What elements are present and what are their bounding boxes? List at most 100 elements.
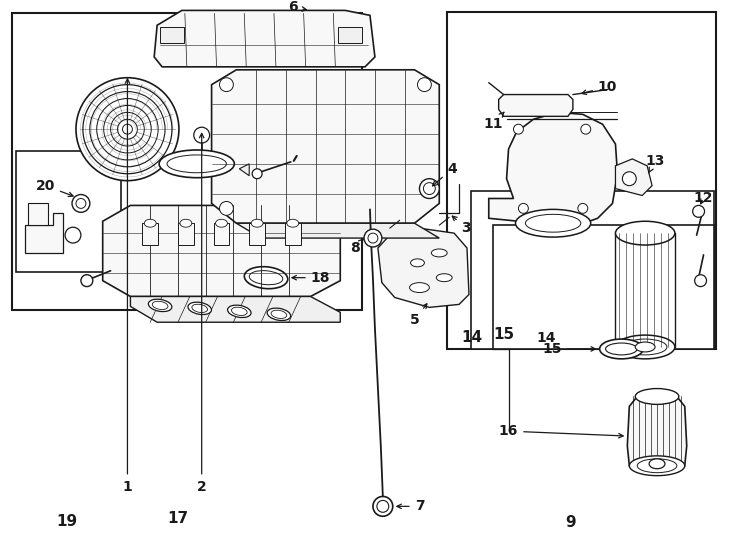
Bar [142,223,158,245]
Bar [178,223,194,245]
Circle shape [219,201,233,215]
Polygon shape [236,223,439,238]
Text: 3: 3 [452,216,470,235]
Polygon shape [26,213,63,253]
Text: 17: 17 [167,511,189,526]
Circle shape [76,199,86,208]
Polygon shape [378,228,469,307]
Circle shape [622,172,636,186]
Bar [616,233,675,347]
Bar [338,27,362,43]
Ellipse shape [623,339,667,355]
Text: 18: 18 [292,271,330,285]
Circle shape [76,78,179,181]
Circle shape [364,229,382,247]
Circle shape [97,98,158,160]
Circle shape [194,127,210,143]
Ellipse shape [148,299,172,312]
Circle shape [72,194,90,212]
Circle shape [418,78,432,92]
Ellipse shape [616,221,675,245]
Polygon shape [628,396,687,466]
Circle shape [514,124,523,134]
Text: 20: 20 [35,179,73,197]
Circle shape [693,205,705,217]
Ellipse shape [629,456,685,476]
Bar [285,223,301,245]
Polygon shape [239,164,250,176]
Polygon shape [489,112,617,225]
Text: 1: 1 [123,79,132,494]
Circle shape [123,124,132,134]
Text: 4: 4 [432,162,457,186]
Text: 14: 14 [537,331,556,345]
Ellipse shape [637,459,677,472]
Ellipse shape [145,219,156,227]
Text: 15: 15 [493,327,514,342]
Ellipse shape [228,305,251,318]
Circle shape [252,169,262,179]
Circle shape [581,124,591,134]
Text: 9: 9 [565,515,575,530]
Ellipse shape [410,259,424,267]
Ellipse shape [267,308,291,321]
Polygon shape [131,296,341,322]
Circle shape [368,233,378,243]
Ellipse shape [271,310,287,319]
Bar [15,151,120,272]
Circle shape [419,179,439,199]
Circle shape [578,204,588,213]
Ellipse shape [287,219,299,227]
Ellipse shape [192,304,208,313]
Ellipse shape [635,342,655,352]
Circle shape [111,112,145,146]
Circle shape [424,183,435,194]
Circle shape [81,275,92,287]
Bar [493,225,714,349]
Circle shape [117,119,137,139]
Bar [12,14,362,310]
Ellipse shape [250,271,283,285]
Text: 16: 16 [499,424,623,438]
Bar [447,12,716,349]
Circle shape [83,85,172,174]
Circle shape [219,78,233,92]
Text: 12: 12 [694,192,713,206]
Polygon shape [498,94,573,116]
Ellipse shape [251,219,263,227]
Polygon shape [616,159,652,195]
Circle shape [90,92,165,167]
Circle shape [694,275,707,287]
Ellipse shape [606,343,637,355]
Text: 2: 2 [197,133,206,494]
Ellipse shape [515,210,591,237]
Ellipse shape [526,214,581,232]
Text: 8: 8 [350,239,363,255]
Polygon shape [211,70,439,223]
Polygon shape [103,205,341,296]
Ellipse shape [600,339,643,359]
Polygon shape [154,10,375,67]
Circle shape [377,501,389,512]
Ellipse shape [436,274,452,282]
Ellipse shape [231,307,247,315]
Text: 19: 19 [57,514,78,529]
Ellipse shape [410,282,429,293]
Text: 5: 5 [410,304,427,327]
Circle shape [518,204,528,213]
Ellipse shape [649,459,665,469]
Bar [471,191,714,349]
Polygon shape [29,204,48,225]
Text: 6: 6 [288,1,307,15]
Bar [214,223,230,245]
Ellipse shape [216,219,228,227]
Ellipse shape [188,302,211,315]
Text: 7: 7 [397,500,424,514]
Ellipse shape [432,249,447,257]
Circle shape [373,496,393,516]
Bar [250,223,265,245]
Ellipse shape [167,155,226,173]
Text: 14: 14 [462,330,483,346]
Ellipse shape [152,301,168,309]
Ellipse shape [180,219,192,227]
